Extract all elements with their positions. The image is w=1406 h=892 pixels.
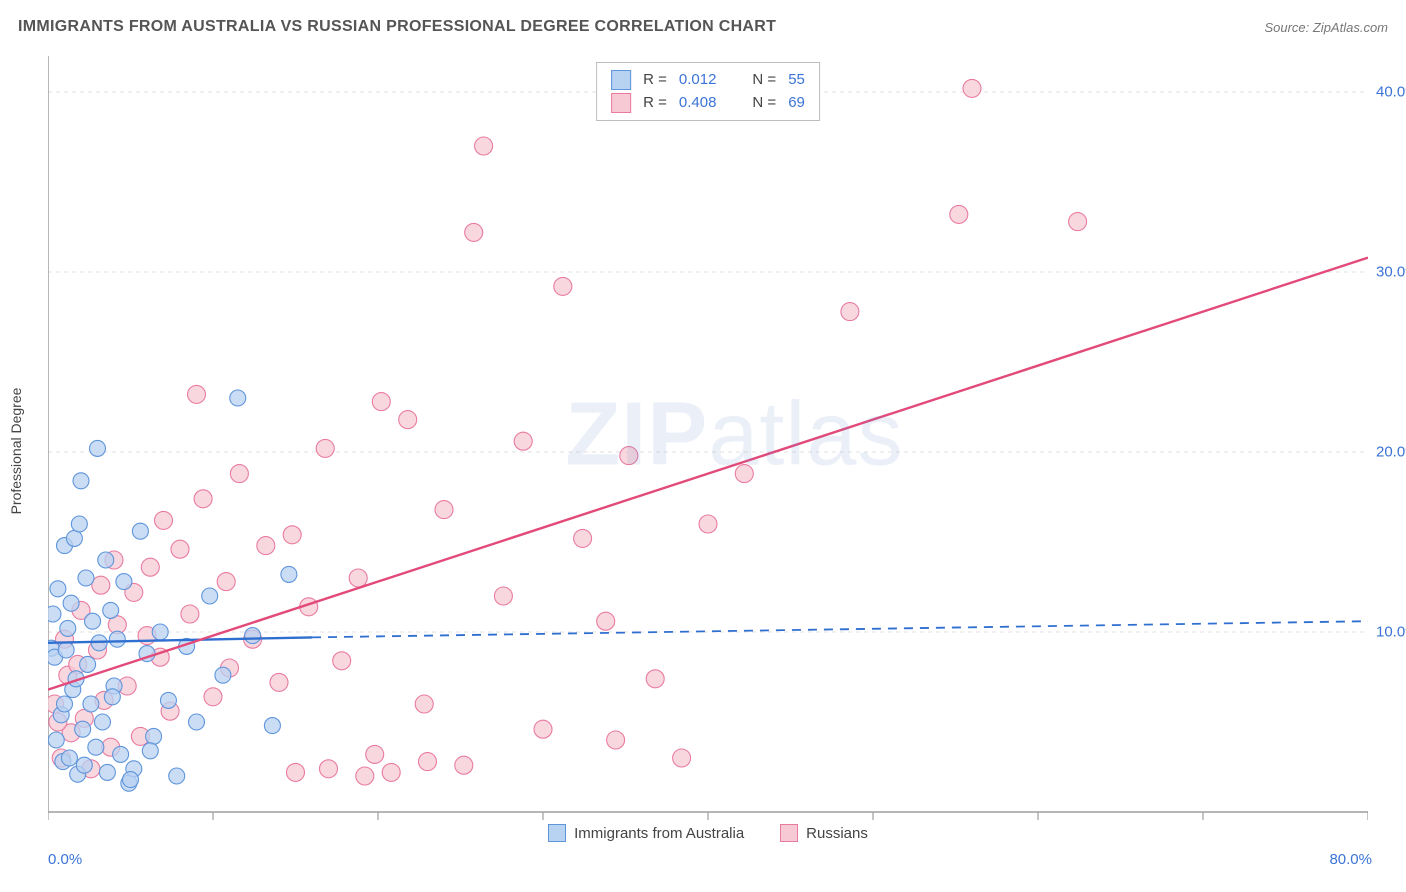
- y-tick-label: 10.0%: [1376, 624, 1406, 641]
- y-tick-label: 20.0%: [1376, 444, 1406, 461]
- legend-label-russians: Russians: [806, 825, 868, 842]
- legend-swatch-russians: [780, 824, 798, 842]
- chart-container: Professional Degree ZIPatlas R = 0.012 N…: [48, 56, 1368, 846]
- swatch-russians: [611, 93, 631, 113]
- legend-item-australia: Immigrants from Australia: [548, 824, 744, 842]
- stats-legend-box: R = 0.012 N = 55 R = 0.408 N = 69: [596, 62, 820, 121]
- source-label: Source: ZipAtlas.com: [1264, 20, 1388, 35]
- x-tick-max: 80.0%: [1329, 851, 1372, 868]
- legend-swatch-australia: [548, 824, 566, 842]
- legend-label-australia: Immigrants from Australia: [574, 825, 744, 842]
- scatter-plot: [48, 56, 1368, 846]
- chart-title: IMMIGRANTS FROM AUSTRALIA VS RUSSIAN PRO…: [18, 18, 776, 35]
- legend-item-russians: Russians: [780, 824, 868, 842]
- y-tick-label: 30.0%: [1376, 264, 1406, 281]
- stats-row-australia: R = 0.012 N = 55: [611, 69, 805, 92]
- swatch-australia: [611, 70, 631, 90]
- x-tick-min: 0.0%: [48, 851, 82, 868]
- x-axis-legend: Immigrants from Australia Russians: [48, 818, 1368, 848]
- y-tick-label: 40.0%: [1376, 84, 1406, 101]
- stats-row-russians: R = 0.408 N = 69: [611, 92, 805, 115]
- y-axis-title: Professional Degree: [8, 388, 24, 515]
